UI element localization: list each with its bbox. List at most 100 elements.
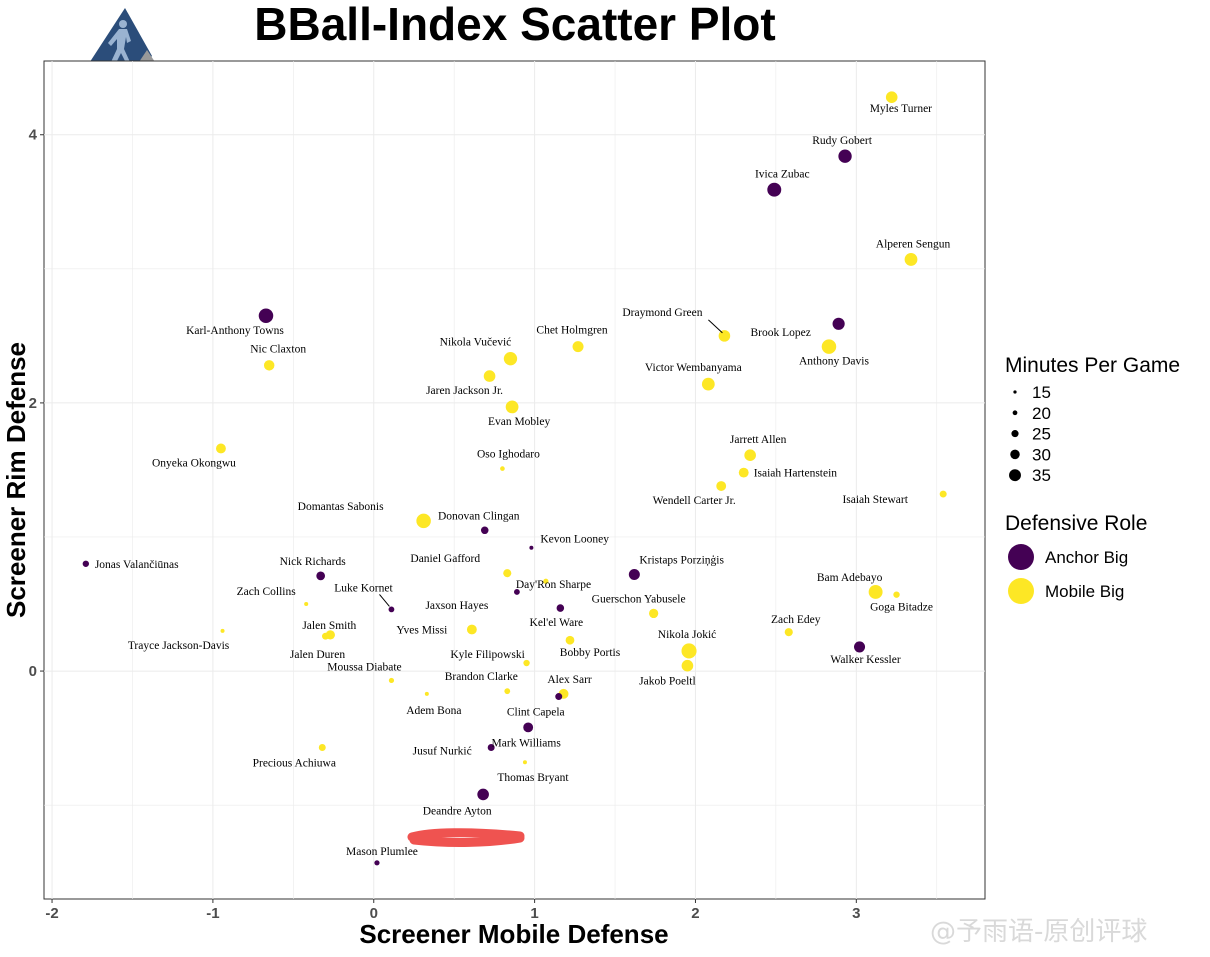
point-label: Bobby Portis bbox=[560, 647, 621, 659]
point-label: Wendell Carter Jr. bbox=[653, 495, 736, 507]
data-point bbox=[718, 330, 731, 342]
data-point bbox=[832, 317, 845, 330]
data-point bbox=[868, 584, 883, 599]
point-label: Myles Turner bbox=[870, 103, 932, 115]
data-point bbox=[316, 571, 326, 581]
point-label: Kristaps Porziņģis bbox=[639, 555, 724, 567]
data-point bbox=[523, 659, 530, 667]
point-label: Daniel Gafford bbox=[410, 553, 480, 565]
data-point bbox=[543, 578, 549, 584]
data-point bbox=[556, 604, 565, 612]
data-point bbox=[904, 253, 918, 266]
data-point bbox=[487, 744, 495, 751]
data-point bbox=[483, 370, 496, 382]
x-tick-label: 0 bbox=[370, 905, 378, 922]
size-legend-key bbox=[1011, 430, 1019, 438]
x-tick-label: 2 bbox=[691, 905, 699, 922]
data-point bbox=[572, 341, 584, 353]
point-label: Zach Edey bbox=[771, 614, 821, 626]
data-point bbox=[523, 722, 534, 733]
point-label: Kyle Filipowski bbox=[450, 649, 524, 661]
point-label: Jonas Valančiūnas bbox=[95, 559, 179, 571]
data-point bbox=[82, 560, 90, 567]
point-label: Thomas Bryant bbox=[497, 772, 569, 784]
leader-line bbox=[708, 319, 723, 334]
plot-panel bbox=[43, 60, 986, 900]
point-label: Mason Plumlee bbox=[346, 846, 418, 858]
leader-line bbox=[379, 594, 390, 607]
data-point bbox=[263, 360, 275, 371]
data-point bbox=[716, 481, 727, 491]
size-legend-key bbox=[1013, 390, 1017, 394]
data-point bbox=[555, 693, 563, 701]
data-point bbox=[500, 466, 505, 471]
point-label: Precious Achiuwa bbox=[253, 757, 336, 769]
y-tick-label: 0 bbox=[29, 663, 37, 680]
legend-key-anchor bbox=[1008, 544, 1034, 570]
point-label: Ivica Zubac bbox=[755, 169, 810, 181]
data-point bbox=[893, 591, 900, 598]
point-label: Isaiah Hartenstein bbox=[754, 468, 838, 480]
data-point bbox=[514, 589, 520, 595]
data-point bbox=[388, 606, 395, 613]
y-tick-label: 2 bbox=[29, 395, 37, 412]
x-tick-label: -2 bbox=[45, 905, 58, 922]
point-label: Donovan Clingan bbox=[438, 510, 520, 522]
size-legend-label: 25 bbox=[1032, 425, 1051, 444]
point-label: Alperen Sengun bbox=[876, 238, 951, 250]
data-point bbox=[784, 628, 793, 637]
data-point bbox=[522, 760, 527, 765]
size-legend-label: 20 bbox=[1032, 404, 1051, 423]
data-point bbox=[504, 688, 511, 695]
point-label: Oso Ighodaro bbox=[477, 449, 540, 461]
point-label: Brandon Clarke bbox=[445, 671, 518, 683]
point-label: Rudy Gobert bbox=[812, 135, 873, 147]
logo-player-silhouette bbox=[108, 20, 131, 63]
data-point bbox=[505, 400, 519, 414]
red-scribble-annotation bbox=[407, 828, 525, 847]
point-label: Isaiah Stewart bbox=[842, 494, 908, 506]
data-point bbox=[388, 677, 395, 684]
point-label: Moussa Diabate bbox=[327, 661, 401, 673]
data-point bbox=[738, 467, 749, 478]
legend-key-mobile bbox=[1008, 578, 1034, 604]
point-label: Victor Wembanyama bbox=[645, 362, 742, 374]
data-point bbox=[477, 788, 489, 801]
point-label: Adem Bona bbox=[406, 705, 461, 717]
size-legend-key bbox=[1009, 469, 1021, 482]
y-tick-label: 4 bbox=[29, 127, 38, 144]
point-label: Jusuf Nurkić bbox=[413, 745, 472, 757]
data-point bbox=[701, 377, 715, 391]
data-point bbox=[416, 513, 431, 529]
point-label: Jalen Duren bbox=[290, 649, 345, 661]
point-label: Zach Collins bbox=[237, 586, 297, 598]
data-points bbox=[82, 91, 947, 866]
point-label: Nic Claxton bbox=[250, 343, 306, 355]
data-point bbox=[318, 744, 326, 751]
data-point bbox=[503, 569, 512, 578]
point-label: Walker Kessler bbox=[830, 654, 900, 666]
x-tick-label: 3 bbox=[852, 905, 860, 922]
data-point bbox=[258, 308, 274, 324]
data-point bbox=[304, 601, 309, 607]
size-legend-label: 30 bbox=[1032, 445, 1051, 464]
grid-lines bbox=[44, 61, 985, 899]
legend-label-mobile: Mobile Big bbox=[1045, 582, 1124, 601]
point-label: Chet Holmgren bbox=[536, 325, 607, 337]
data-point bbox=[885, 91, 898, 104]
point-label: Jaren Jackson Jr. bbox=[426, 385, 503, 397]
point-label: Kevon Looney bbox=[540, 534, 609, 546]
size-legend-key bbox=[1010, 449, 1020, 460]
data-point bbox=[744, 449, 756, 461]
point-label: Jaxson Hayes bbox=[425, 600, 488, 612]
data-point bbox=[480, 526, 489, 535]
point-label: Luke Kornet bbox=[334, 582, 393, 594]
point-label: Deandre Ayton bbox=[423, 805, 492, 817]
point-label: Anthony Davis bbox=[799, 356, 869, 368]
x-axis-title: Screener Mobile Defense bbox=[359, 919, 668, 949]
point-label: Nick Richards bbox=[280, 556, 347, 568]
data-point bbox=[466, 624, 477, 635]
point-label: Jarrett Allen bbox=[730, 434, 787, 446]
color-legend: Defensive Role Anchor Big Mobile Big bbox=[1005, 512, 1147, 604]
